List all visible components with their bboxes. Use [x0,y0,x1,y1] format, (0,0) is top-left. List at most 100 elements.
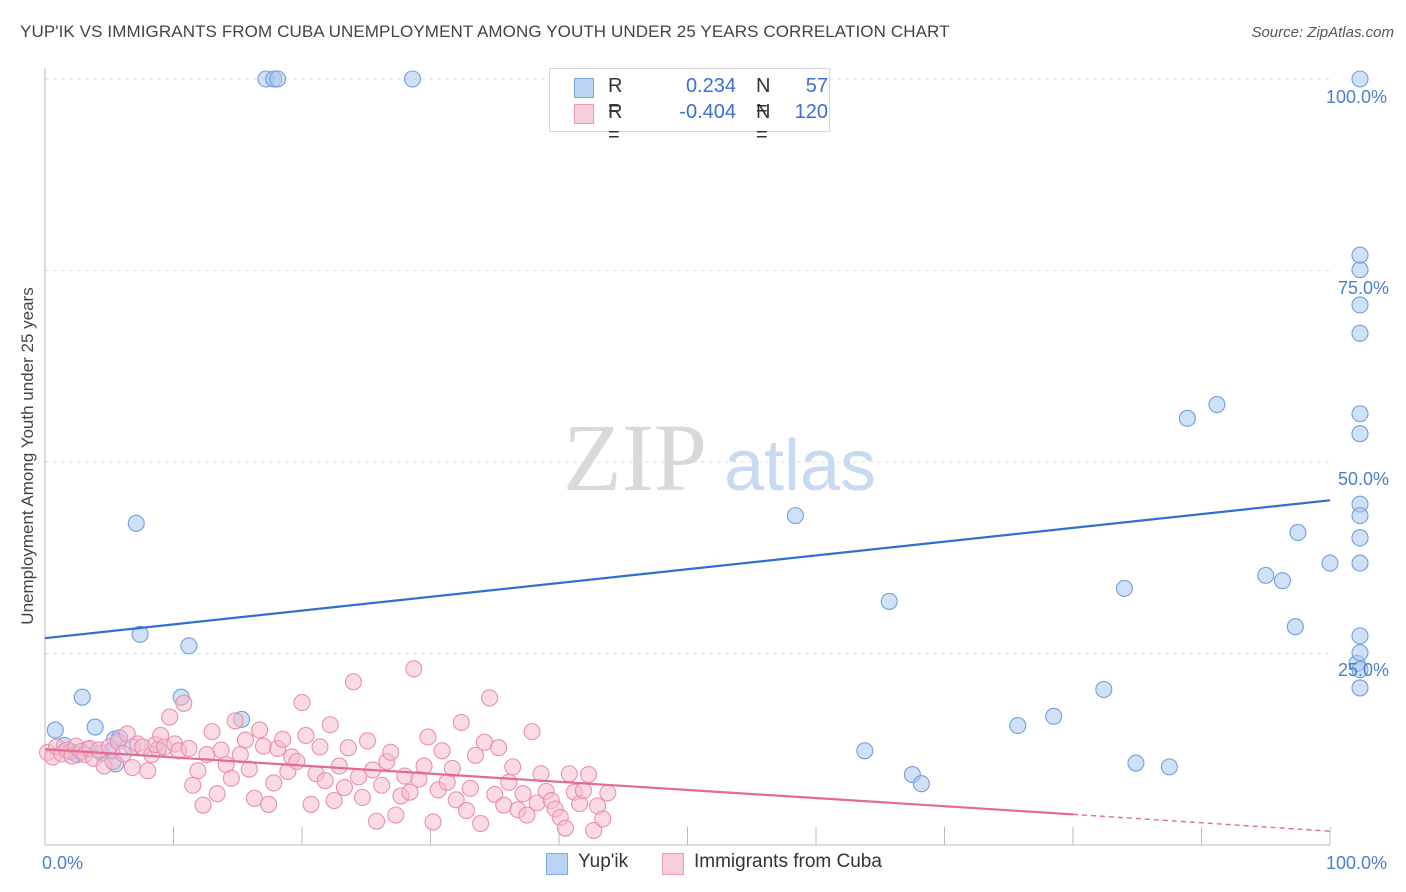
x-tick-max: 100.0% [1326,853,1388,873]
data-point [1289,523,1307,542]
data-point [302,795,320,813]
data-point [466,746,485,764]
data-point [556,819,574,837]
data-point [514,785,532,803]
data-point [358,732,377,750]
bottom-legend-swatch-blue [546,853,568,875]
data-point [856,742,874,760]
legend-swatch-blue [574,78,594,98]
legend-n-value: 120 [794,101,828,123]
data-point [574,782,592,800]
data-point [1351,627,1369,645]
data-point [131,625,149,643]
data-point [222,769,240,787]
data-point [73,688,91,706]
y-tick-50: 50.0% [1338,469,1390,489]
data-point [1351,296,1369,314]
data-point [1115,579,1133,597]
trend-line [44,499,1331,640]
watermark-atlas: atlas [724,426,876,506]
data-point [1351,507,1369,525]
data-point [123,759,141,777]
data-point [1273,572,1292,590]
y-tick-25: 25.0% [1338,660,1390,680]
data-point [585,821,603,839]
data-point [382,743,400,761]
y-tick-75: 75.0% [1338,278,1390,298]
data-point [321,716,339,734]
data-point [1257,566,1275,584]
data-point [396,767,414,785]
data-point [212,741,230,759]
data-point [269,70,287,88]
data-point [461,779,479,797]
data-point [46,721,64,739]
data-point [403,70,422,88]
data-point [330,757,348,775]
data-point [599,784,617,802]
data-point [481,689,499,707]
series-cuba [39,660,617,839]
bottom-legend-label: Immigrants from Cuba [694,851,882,872]
legend-r-label: R = [608,101,623,146]
data-point [203,723,221,741]
data-point [1351,644,1369,662]
data-point [1351,261,1369,279]
correlation-legend: R = 0.234 N = 57 R = -0.404 N = 120 [549,68,830,146]
data-point [316,772,334,790]
legend-n-value: 57 [805,75,828,97]
source-label: Source: ZipAtlas.com [1251,24,1394,41]
data-point [433,742,451,760]
series-yupik [46,70,1369,793]
data-point [405,660,423,678]
data-point [274,730,292,748]
data-point [1351,70,1369,88]
data-point [339,739,357,757]
data-point [1351,554,1369,572]
data-point [189,762,207,780]
data-point [194,796,212,814]
data-point [447,791,465,809]
data-point [1160,758,1178,776]
data-point [518,806,536,824]
data-point [1178,409,1196,427]
data-point [293,693,311,712]
watermark-zip: ZIP [563,404,707,511]
data-point [1351,405,1369,423]
data-point [880,592,898,610]
data-point [1351,679,1369,697]
data-point [415,757,433,775]
data-point [401,783,419,801]
data-point [208,785,226,803]
legend-swatch-pink [574,104,594,124]
data-point [1045,707,1063,725]
data-point [367,812,386,830]
y-axis-label: Unemployment Among Youth under 25 years [18,287,37,625]
data-point [161,708,179,726]
data-point [373,776,391,794]
data-point [495,796,513,814]
data-point [523,723,541,741]
legend-n-label: N = [756,101,771,146]
data-point [311,738,329,756]
data-point [580,765,598,784]
bottom-legend-label: Yup'ik [578,851,629,872]
data-point [1208,395,1226,414]
data-point [1009,716,1027,735]
data-point [457,801,476,820]
data-point [260,795,278,813]
data-point [1286,618,1304,636]
data-point [245,789,264,807]
data-point [254,737,273,755]
legend-n-label: N = [756,75,771,120]
data-point [251,721,269,739]
data-point [443,759,461,777]
legend-r-value: -0.404 [679,101,736,123]
data-point [353,788,371,807]
chart-title: YUP'IK VS IMMIGRANTS FROM CUBA UNEMPLOYM… [20,22,950,41]
data-point [1127,754,1145,772]
data-point [184,776,202,794]
data-point [349,768,368,786]
grid-lines [45,78,1330,654]
